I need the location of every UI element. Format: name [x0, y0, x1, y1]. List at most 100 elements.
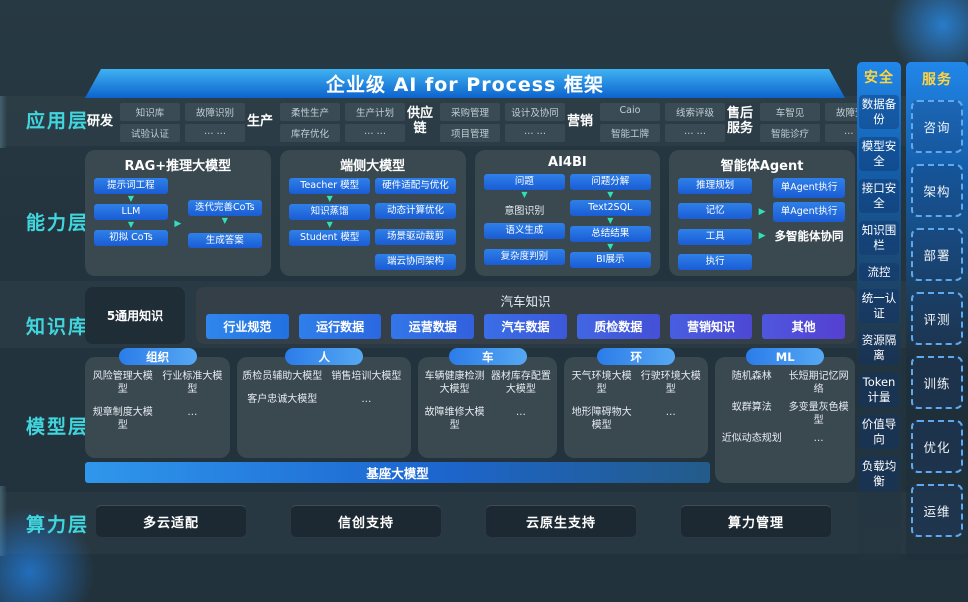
app-group-rnd: 研发 知识库 故障识别 试验认证 … … — [85, 102, 245, 142]
arrow-down-icon: ▼ — [607, 189, 614, 199]
flow-node: 记忆 — [678, 203, 752, 220]
model-item: 器材库存配置大模型 — [490, 371, 551, 395]
app-item: 智能诊疗 — [760, 123, 820, 142]
app-group-production: 生产 柔性生产 生产计划 库存优化 … … — [245, 102, 405, 142]
app-item: 采购管理 — [440, 102, 500, 121]
layer-label-application: 应用层 — [26, 110, 90, 132]
compute-layer-row: 多云适配 信创支持 云原生支持 算力管理 — [95, 505, 832, 538]
banner-title: 企业级 AI for Process 框架 — [85, 69, 845, 98]
flow-node: 单Agent执行 — [773, 178, 845, 198]
security-item: 资源隔离 — [859, 331, 899, 366]
service-item: 运维 — [911, 484, 963, 537]
flow-node: 问题 — [484, 174, 565, 190]
app-item: 故障识别 — [185, 102, 245, 121]
capability-box-title: RAG+推理大模型 — [124, 159, 232, 174]
flow-node: 端云协同架构 — [375, 254, 456, 270]
app-item: 设计及协同 — [505, 102, 565, 121]
service-item: 咨询 — [911, 100, 963, 153]
decor-glow — [0, 96, 7, 148]
capability-box-title: AI4BI — [548, 155, 587, 170]
flow-node: 工具 — [678, 228, 752, 245]
flow-node: 初拟 CoTs — [94, 229, 168, 246]
service-item: 架构 — [911, 164, 963, 217]
arrow-down-icon: ▼ — [607, 215, 614, 225]
auto-knowledge-title: 汽车知识 — [500, 294, 551, 309]
security-rail: 安全 数据备份 模型安全 接口安全 知识围栏 流控 统一认证 资源隔离 Toke… — [857, 62, 901, 560]
model-group-pill: ML — [746, 348, 825, 365]
service-rail-header: 服务 — [922, 72, 952, 88]
capability-box-ai4bi: AI4BI 问题 ▼ 意图识别 语义生成 复杂度判别 问题分解 ▼ Text2S… — [474, 150, 661, 276]
model-item: 风险管理大模型 — [92, 371, 153, 395]
model-item: 天气环境大模型 — [571, 371, 632, 395]
capability-box-title: 智能体Agent — [720, 159, 804, 174]
model-group-pill: 人 — [285, 348, 364, 365]
arrow-right-icon: ▶ — [758, 207, 766, 217]
model-group-pill: 环 — [597, 348, 676, 365]
app-item: … … — [345, 123, 405, 142]
app-item: 试验认证 — [120, 123, 180, 142]
model-group-people: 人 质检员辅助大模型 销售培训大模型 客户忠诚大模型 … — [237, 348, 412, 458]
security-rail-header: 安全 — [864, 70, 894, 86]
flow-node: 场景驱动裁剪 — [375, 228, 456, 245]
model-item: 故障维修大模型 — [424, 407, 485, 431]
app-item: … … — [185, 123, 245, 142]
app-item: 智能工牌 — [600, 123, 660, 142]
arrow-down-icon: ▼ — [607, 241, 614, 251]
capability-layer-row: RAG+推理大模型 提示词工程 ▼ LLM ▼ 初拟 CoTs ▶ 迭代完善Co… — [85, 150, 855, 276]
app-group-items: 柔性生产 生产计划 库存优化 … … — [280, 102, 405, 142]
flow-node: 提示词工程 — [94, 178, 168, 194]
flow-label: 意图识别 — [504, 205, 545, 217]
app-group-label: 供应链 — [406, 106, 433, 136]
app-group-items: 知识库 故障识别 试验认证 … … — [120, 102, 245, 142]
layer-label-compute: 算力层 — [26, 514, 90, 536]
flow-node: 执行 — [678, 254, 752, 270]
flow-node: 语义生成 — [484, 222, 565, 239]
model-item: 多变量灰色模型 — [788, 402, 849, 426]
service-item: 优化 — [911, 420, 963, 473]
flow-node: 单Agent执行 — [773, 201, 845, 222]
flow-node: Teacher 模型 — [289, 178, 370, 194]
arrow-right-icon: ▶ — [758, 231, 766, 241]
model-item: … — [361, 394, 372, 405]
auto-knowledge-box: 汽车知识 行业规范 运行数据 运营数据 汽车数据 质检数据 营销知识 其他 — [196, 287, 855, 344]
arrow-down-icon: ▼ — [127, 193, 135, 203]
security-item: 负载均衡 — [859, 456, 899, 491]
model-item: 近似动态规划 — [721, 433, 782, 444]
arrow-down-icon: ▼ — [521, 189, 528, 199]
model-item: 销售培训大模型 — [331, 371, 402, 382]
model-item: … — [187, 407, 198, 418]
app-item: … … — [665, 123, 725, 142]
flow-node: 问题分解 — [570, 174, 651, 190]
model-item: … — [813, 433, 824, 444]
flow-node: 复杂度判别 — [484, 248, 565, 265]
layer-label-model: 模型层 — [26, 416, 90, 438]
arrow-down-icon: ▼ — [326, 193, 333, 203]
layer-label-capability: 能力层 — [26, 212, 90, 234]
app-group-marketing: 营销 Caio 线索评级 智能工牌 … … — [565, 102, 725, 142]
compute-box-xinchuang: 信创支持 — [290, 505, 442, 538]
security-item: 统一认证 — [859, 289, 899, 324]
service-item: 评测 — [911, 292, 963, 345]
app-group-items: Caio 线索评级 智能工牌 … … — [600, 102, 725, 142]
app-item: 库存优化 — [280, 123, 340, 142]
service-item: 部署 — [911, 228, 963, 281]
app-group-label: 研发 — [86, 113, 113, 129]
model-item: 长短期记忆网络 — [788, 371, 849, 395]
capability-box-title: 端侧大模型 — [340, 159, 406, 174]
flow-node: 生成答案 — [188, 232, 262, 249]
security-item: Token计量 — [859, 373, 899, 408]
model-item: 客户忠诚大模型 — [247, 394, 318, 405]
capability-box-edge-model: 端侧大模型 Teacher 模型 ▼ 知识蒸馏 ▼ Student 模型 硬件适… — [279, 150, 466, 276]
flow-node: 总结结果 — [570, 225, 651, 242]
arrow-right-icon: ▶ — [174, 219, 182, 229]
app-item: 柔性生产 — [280, 102, 340, 121]
model-group-environment: 环 天气环境大模型 行驶环境大模型 地形障碍物大模型 … — [564, 348, 709, 458]
app-item: … … — [505, 123, 565, 142]
knowledge-chip: 运营数据 — [391, 314, 475, 339]
flow-node: 知识蒸馏 — [289, 203, 370, 220]
security-item: 知识围栏 — [859, 220, 899, 255]
model-item: … — [515, 407, 526, 418]
arrow-down-icon: ▼ — [221, 215, 228, 225]
security-item: 模型安全 — [859, 136, 899, 171]
